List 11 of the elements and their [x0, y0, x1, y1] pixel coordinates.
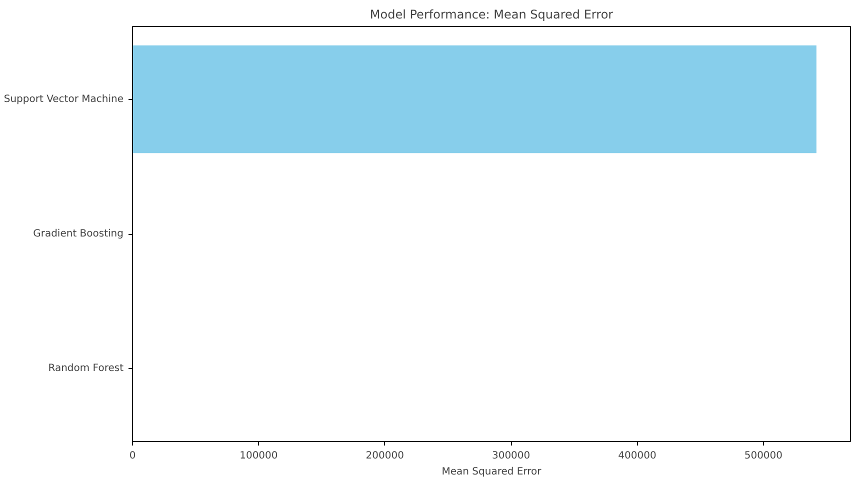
y-tick-label: Support Vector Machine	[4, 94, 124, 105]
x-axis-title: Mean Squared Error	[442, 466, 542, 478]
x-tick-label: 400000	[618, 450, 656, 462]
x-tick-label: 300000	[492, 450, 530, 462]
x-tick-label: 500000	[744, 450, 783, 462]
x-tick-label: 200000	[366, 450, 404, 462]
x-tick-label: 0	[129, 450, 136, 462]
x-tick-label: 100000	[240, 450, 278, 462]
y-tick-label: Random Forest	[48, 363, 124, 374]
y-tick-label: Gradient Boosting	[33, 228, 124, 240]
chart-title: Model Performance: Mean Squared Error	[370, 8, 614, 22]
